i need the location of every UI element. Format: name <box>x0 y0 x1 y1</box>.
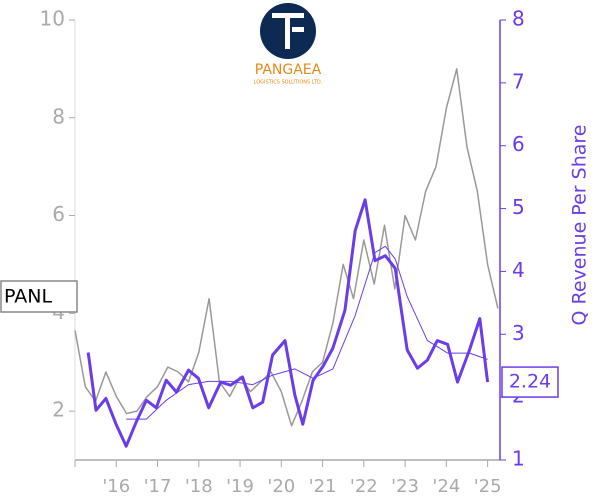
x-tick-label: '17 <box>144 476 172 497</box>
y2-tick-label: 7 <box>512 69 525 93</box>
y-tick-label: 10 <box>40 7 65 31</box>
logo-shape <box>285 13 290 49</box>
x-tick-label: '21 <box>309 476 337 497</box>
last-value-label: 2.24 <box>509 371 551 393</box>
series-line <box>86 198 490 448</box>
series-line <box>126 245 488 420</box>
y2-tick-label: 5 <box>512 195 525 219</box>
ticker-box <box>0 280 78 313</box>
x-tick-label: '23 <box>391 476 419 497</box>
ticker-label: PANL <box>4 286 52 308</box>
logo-shape <box>292 27 304 32</box>
logo: PANGAEA LOGISTICS SOLUTIONS LTD. <box>254 3 323 86</box>
logo-subtitle: LOGISTICS SOLUTIONS LTD. <box>254 80 323 86</box>
y2-tick-label: 4 <box>512 258 525 282</box>
series-line <box>74 68 499 427</box>
x-tick-label: '19 <box>226 476 254 497</box>
logo-name: PANGAEA <box>255 62 322 78</box>
y2-tick-label: 3 <box>512 321 525 345</box>
x-tick-label: '20 <box>267 476 295 497</box>
x-tick-label: '24 <box>432 476 460 497</box>
x-tick-label: '18 <box>185 476 213 497</box>
last-value-box <box>501 366 559 398</box>
y-tick-label: 2 <box>52 398 65 422</box>
y2-tick-label: 8 <box>512 7 525 31</box>
y2-tick-label: 6 <box>512 132 525 156</box>
x-tick-label: '25 <box>474 476 502 497</box>
y-tick-label: 8 <box>52 104 65 128</box>
x-tick-label: '16 <box>102 476 130 497</box>
y-tick-label: 6 <box>52 202 65 226</box>
x-tick-label: '22 <box>350 476 378 497</box>
y2-axis-title: Q Revenue Per Share <box>569 125 591 326</box>
y2-tick-label: 1 <box>512 447 525 471</box>
